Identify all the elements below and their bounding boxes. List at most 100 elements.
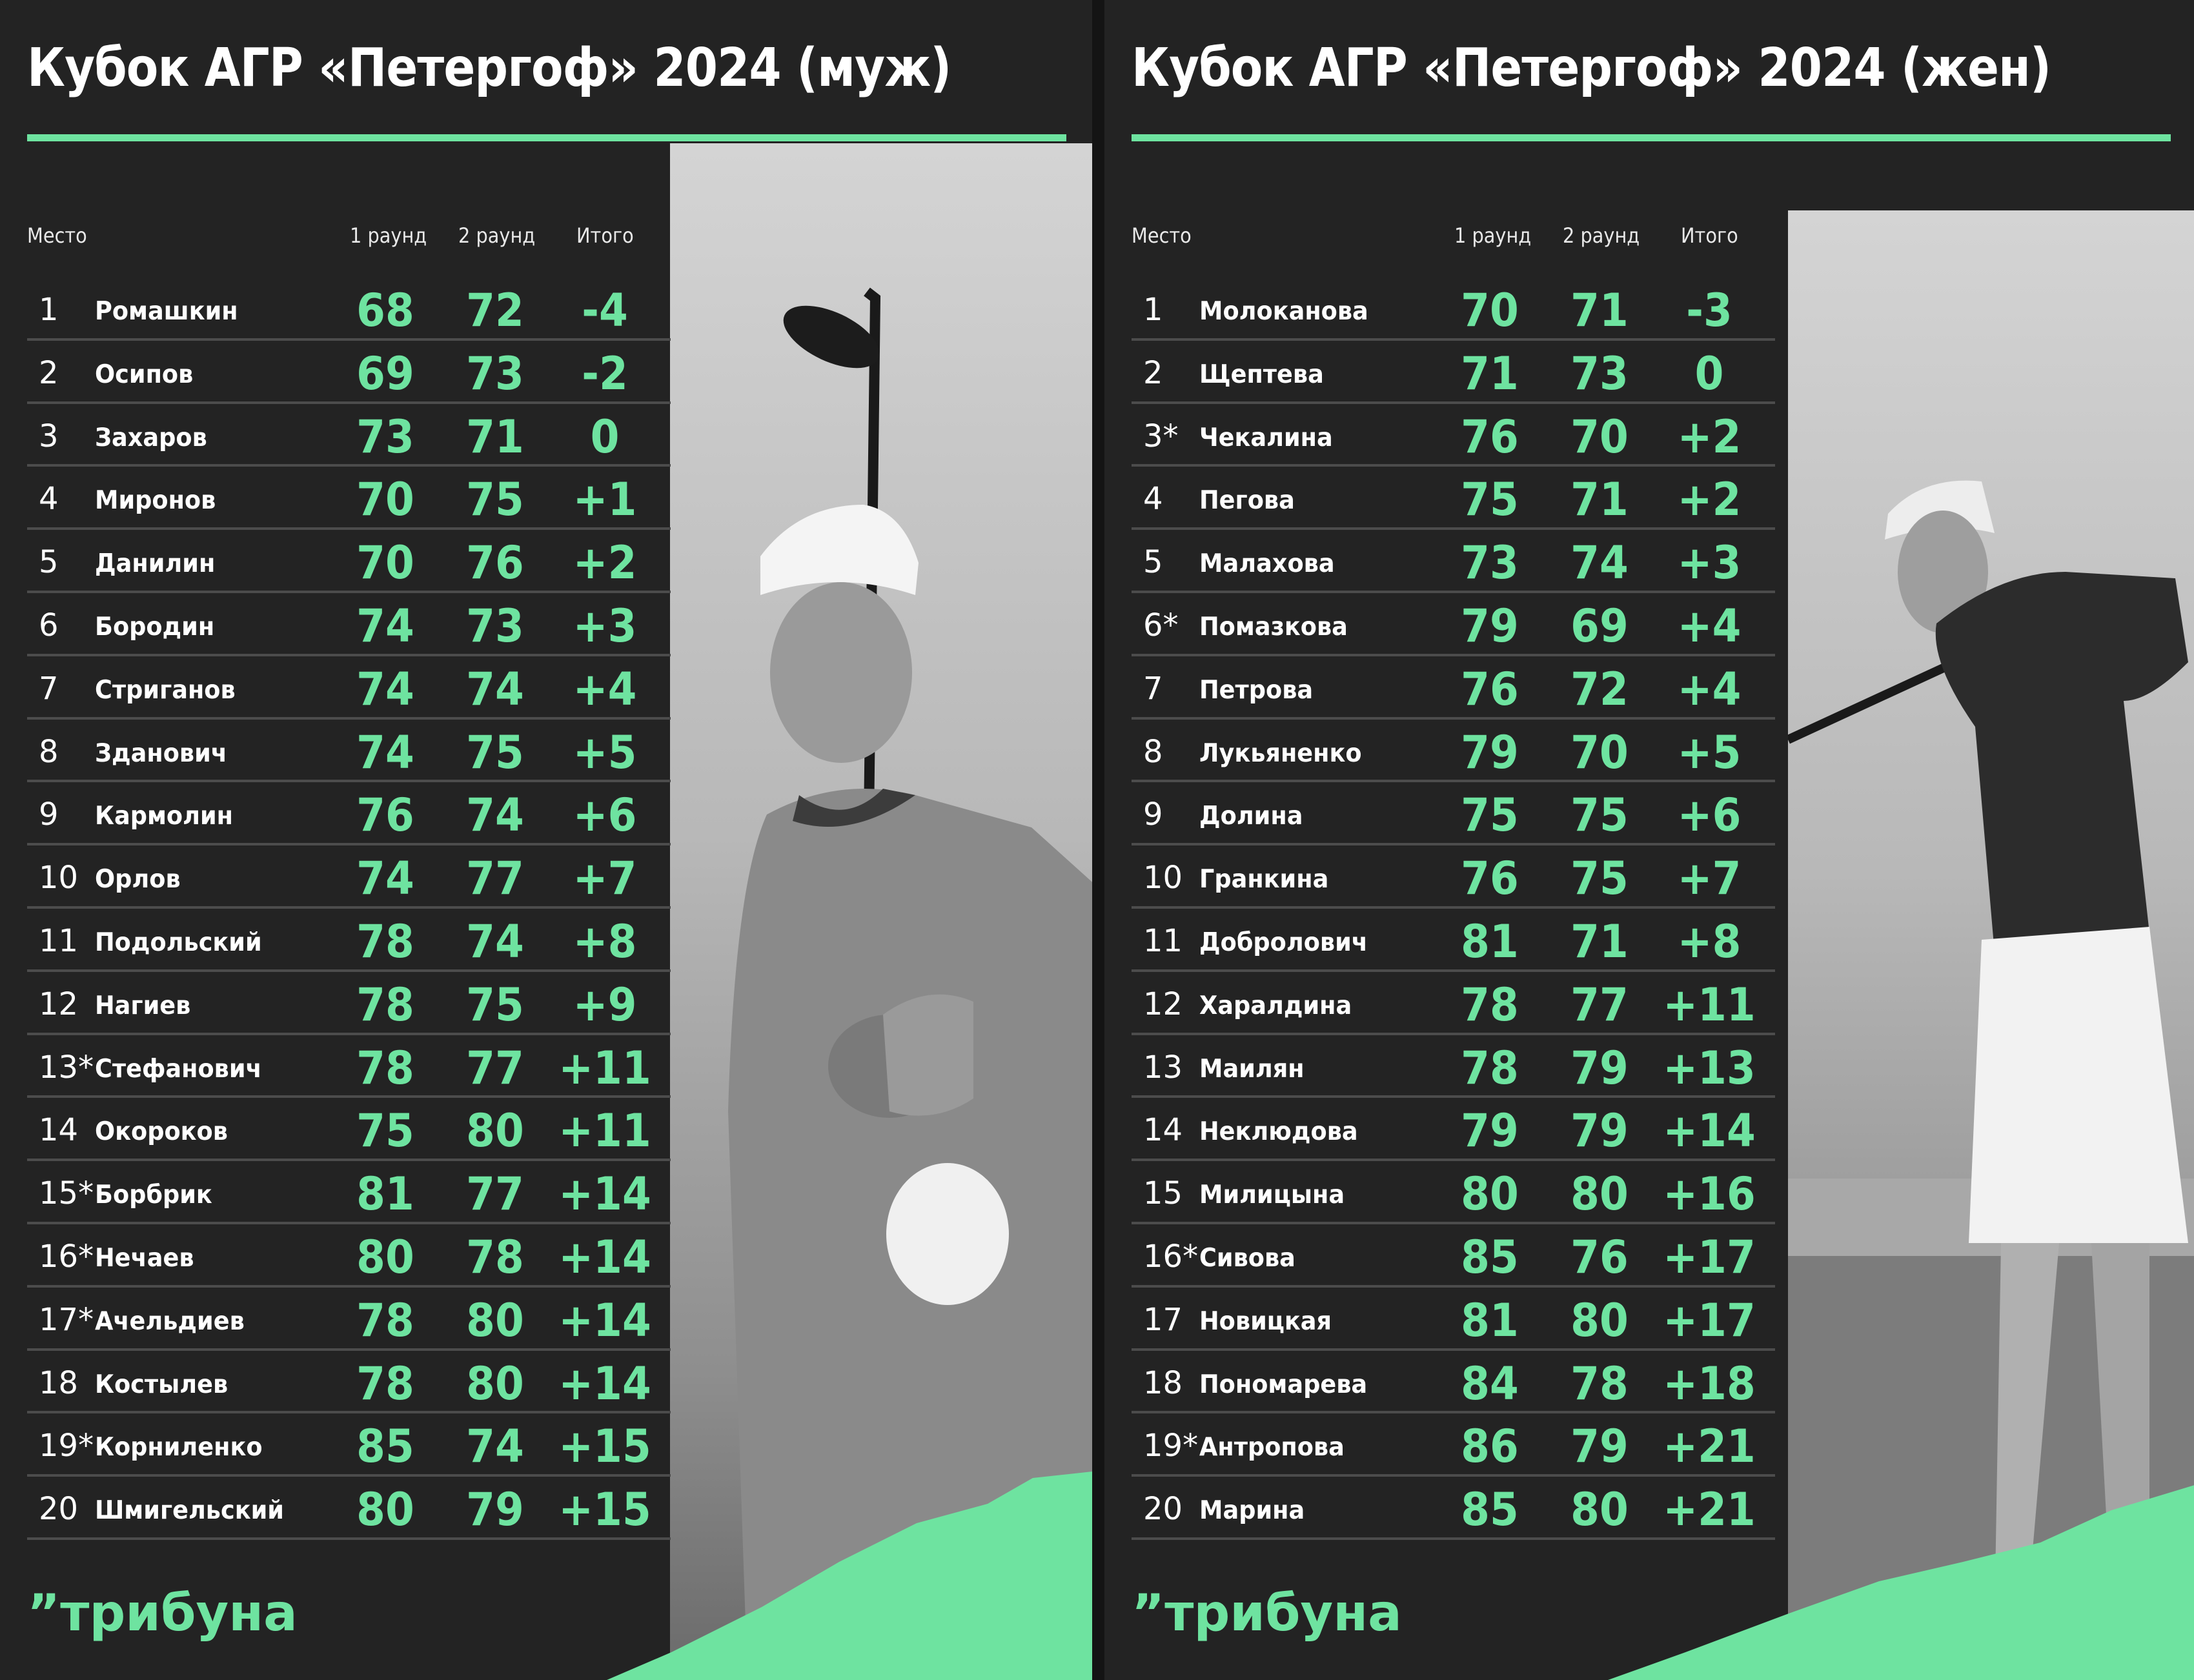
round1-score: 79 — [1461, 599, 1519, 653]
total-score: +14 — [558, 1168, 651, 1221]
total-score: +8 — [1677, 915, 1742, 968]
table-row: 4 Миронов 70 75 +1 — [27, 467, 671, 531]
round1-score: 79 — [1461, 725, 1519, 779]
round1-score: 80 — [356, 1483, 414, 1537]
player-name: Захаров — [95, 423, 207, 452]
round2-score: 75 — [466, 725, 524, 779]
total-score: +21 — [1663, 1420, 1756, 1473]
player-name: Лукьяненко — [1199, 738, 1362, 768]
table-row: 11 Добролович 81 71 +8 — [1132, 909, 1775, 972]
player-name: Шмигельский — [95, 1496, 284, 1526]
place-cell: 8 — [39, 733, 59, 770]
table-row: 13 Маилян 78 79 +13 — [1132, 1035, 1775, 1098]
round1-score: 78 — [356, 978, 414, 1031]
round1-score: 84 — [1461, 1357, 1519, 1410]
place-cell: 16* — [1143, 1238, 1199, 1275]
round1-score: 75 — [356, 1104, 414, 1158]
table-row: 20 Марина 85 80 +21 — [1132, 1477, 1775, 1540]
player-name: Гранкина — [1199, 865, 1329, 895]
round1-score: 81 — [1461, 1293, 1519, 1347]
total-score: +4 — [1677, 599, 1742, 653]
place-cell: 3 — [39, 418, 59, 454]
total-score: +6 — [573, 789, 637, 842]
round1-score: 68 — [356, 284, 414, 337]
header-total: Итого — [1681, 223, 1738, 248]
place-cell: 19* — [1143, 1428, 1199, 1464]
player-name: Осипов — [95, 359, 194, 389]
total-score: +5 — [573, 725, 637, 779]
round1-score: 85 — [1461, 1483, 1519, 1537]
table-row: 3 Захаров 73 71 0 — [27, 404, 671, 467]
place-cell: 12 — [39, 986, 79, 1022]
place-cell: 11 — [1143, 922, 1183, 959]
total-score: +14 — [558, 1230, 651, 1284]
page-title: Кубок АГР «Петергоф» 2024 (муж) — [27, 37, 951, 99]
round2-score: 73 — [1570, 347, 1629, 400]
table-row: 16* Нечаев 80 78 +14 — [27, 1224, 671, 1288]
player-name: Кармолин — [95, 802, 233, 831]
player-name: Ачельдиев — [95, 1306, 245, 1336]
player-name: Малахова — [1199, 549, 1335, 579]
place-cell: 12 — [1143, 986, 1183, 1022]
round2-score: 72 — [1570, 662, 1629, 716]
table-row: 14 Неклюдова 79 79 +14 — [1132, 1098, 1775, 1162]
table-row: 11 Подольский 78 74 +8 — [27, 909, 671, 972]
player-name: Ромашкин — [95, 297, 238, 326]
total-score: +14 — [1663, 1104, 1756, 1158]
player-name: Сивова — [1199, 1243, 1295, 1273]
table-row: 7 Петрова 76 72 +4 — [1132, 656, 1775, 720]
total-score: +14 — [558, 1357, 651, 1410]
player-name: Антропова — [1199, 1433, 1345, 1462]
total-score: +14 — [558, 1293, 651, 1347]
round1-score: 76 — [1461, 662, 1519, 716]
round2-score: 79 — [1570, 1041, 1629, 1095]
total-score: 0 — [1694, 347, 1724, 400]
place-cell: 20 — [1143, 1491, 1183, 1528]
table-row: 8 Лукьяненко 79 70 +5 — [1132, 720, 1775, 783]
round2-score: 75 — [466, 473, 524, 527]
place-cell: 18 — [1143, 1364, 1183, 1401]
player-name: Нечаев — [95, 1243, 194, 1273]
page-title: Кубок АГР «Петергоф» 2024 (жен) — [1132, 37, 2051, 99]
table-row: 7 Стриганов 74 74 +4 — [27, 656, 671, 720]
total-score: +15 — [558, 1483, 651, 1537]
table-row: 19* Корниленко 85 74 +15 — [27, 1413, 671, 1477]
place-cell: 13* — [39, 1049, 94, 1086]
header-round2: 2 раунд — [458, 223, 536, 248]
table-row: 15 Милицына 80 80 +16 — [1132, 1161, 1775, 1224]
player-name: Миронов — [95, 486, 216, 516]
men-panel: Кубок АГР «Петергоф» 2024 (муж) Место 1 … — [0, 0, 1092, 1680]
place-cell: 16* — [39, 1238, 94, 1275]
round2-score: 69 — [1570, 599, 1629, 653]
table-row: 17* Ачельдиев 78 80 +14 — [27, 1288, 671, 1351]
round2-score: 71 — [1570, 284, 1629, 337]
round1-score: 78 — [1461, 978, 1519, 1031]
round2-score: 76 — [466, 536, 524, 590]
round1-score: 78 — [356, 1041, 414, 1095]
player-name: Марина — [1199, 1496, 1305, 1526]
place-cell: 5 — [39, 544, 59, 581]
round2-score: 74 — [1570, 536, 1629, 590]
player-name: Чекалина — [1199, 423, 1333, 452]
place-cell: 18 — [39, 1364, 79, 1401]
round1-score: 85 — [1461, 1230, 1519, 1284]
place-cell: 14 — [39, 1112, 79, 1149]
total-score: +16 — [1663, 1168, 1756, 1221]
round2-score: 75 — [1570, 789, 1629, 842]
place-cell: 13 — [1143, 1049, 1183, 1086]
total-score: 0 — [590, 410, 620, 463]
total-score: -2 — [582, 347, 628, 400]
table-row: 18 Пономарева 84 78 +18 — [1132, 1351, 1775, 1414]
total-score: +11 — [1663, 978, 1756, 1031]
player-name: Бородин — [95, 612, 215, 642]
round2-score: 79 — [1570, 1104, 1629, 1158]
round1-score: 80 — [356, 1230, 414, 1284]
table-row: 1 Ромашкин 68 72 -4 — [27, 278, 671, 341]
round2-score: 74 — [466, 662, 524, 716]
table-row: 12 Нагиев 78 75 +9 — [27, 972, 671, 1035]
total-score: +7 — [573, 852, 637, 906]
total-score: +11 — [558, 1104, 651, 1158]
header-round1: 1 раунд — [350, 223, 427, 248]
player-name: Окороков — [95, 1117, 228, 1147]
total-score: +17 — [1663, 1293, 1756, 1347]
